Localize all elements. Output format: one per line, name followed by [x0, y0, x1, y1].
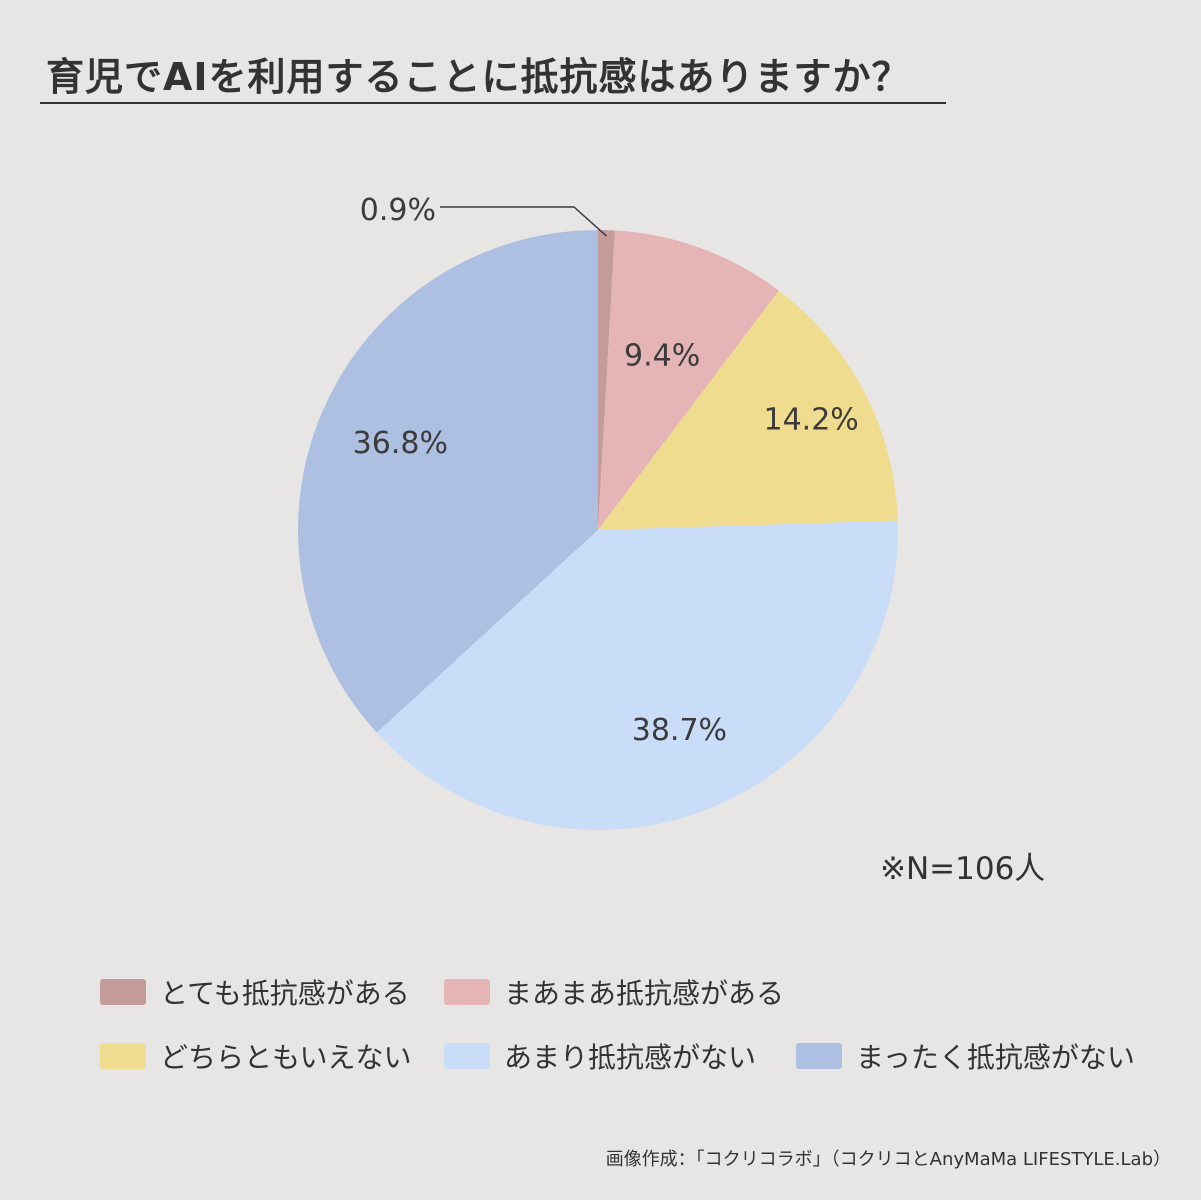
legend-item: とても抵抗感がある: [100, 972, 410, 1012]
legend-item: どちらともいえない: [100, 1036, 411, 1076]
legend-label: まったく抵抗感がない: [856, 1041, 1135, 1074]
legend-swatch: [100, 979, 146, 1005]
legend-swatch: [444, 979, 490, 1005]
legend-item: まあまあ抵抗感がある: [444, 972, 784, 1012]
slice-label: 0.9%: [360, 193, 436, 228]
slice-label: 38.7%: [632, 713, 727, 748]
slice-label: 14.2%: [763, 403, 858, 438]
slice-labels: 0.9% 9.4% 14.2% 38.7% 36.8%: [353, 193, 859, 748]
legend-swatch: [444, 1043, 490, 1069]
legend-label: まあまあ抵抗感がある: [504, 977, 785, 1010]
sample-size-note: ※N=106人: [880, 851, 1046, 887]
legend-label: どちらともいえない: [160, 1041, 412, 1074]
legend-item: まったく抵抗感がない: [796, 1036, 1135, 1076]
pie-slice: [297, 230, 598, 733]
legend-label: とても抵抗感がある: [160, 977, 410, 1010]
pie-slice: [598, 230, 779, 530]
slice-label: 36.8%: [353, 426, 448, 461]
pie-slice: [376, 520, 898, 831]
slice-label: 9.4%: [624, 338, 700, 373]
legend-item: あまり抵抗感がない: [444, 1036, 756, 1076]
pie-slice: [598, 290, 898, 530]
image-credit: 画像作成：「コクリコラボ」（コクリコとAnyMaMa LIFESTYLE.Lab…: [605, 1149, 1171, 1170]
legend-swatch: [100, 1043, 146, 1069]
title-underline: [40, 102, 946, 104]
pie-slices: [297, 230, 898, 831]
leader-line: [440, 206, 607, 237]
pie-slice: [598, 230, 615, 530]
chart-title: 育児でAIを利用することに抵抗感はありますか？: [46, 55, 911, 99]
legend-label: あまり抵抗感がない: [504, 1041, 757, 1074]
legend-swatch: [796, 1043, 842, 1069]
leader-lines: [440, 206, 607, 237]
